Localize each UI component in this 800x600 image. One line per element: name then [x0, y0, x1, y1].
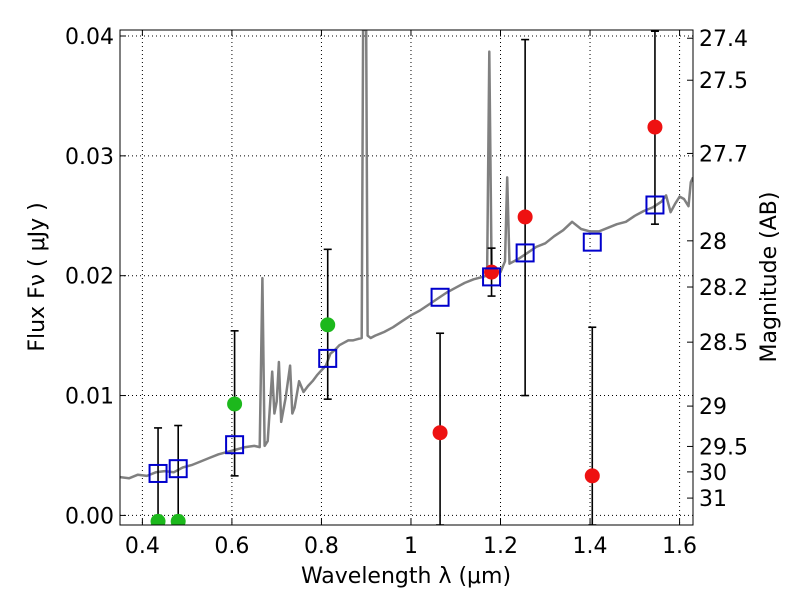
model-flux-square [645, 195, 665, 215]
x-tick-label: 1.4 [573, 534, 608, 559]
green-points [150, 317, 336, 525]
magnitude-axis-label: Magnitude (AB) [757, 192, 782, 363]
x-tick-label: 1.2 [483, 534, 518, 559]
green-data-point [150, 513, 166, 525]
red-data-point [432, 425, 448, 441]
y-tick-label: 0.02 [65, 265, 114, 290]
y-tick-label: 0.04 [65, 25, 114, 50]
model-points [148, 195, 665, 483]
x-axis-ticks: 0.4 0.6 0.8 1 1.2 1.4 1.6 [125, 30, 697, 559]
model-flux-square [430, 287, 450, 307]
green-data-point [170, 513, 186, 525]
y-tick-label: 0.01 [65, 385, 114, 410]
red-data-point [647, 119, 663, 135]
magnitude-tick-label: 27.5 [699, 69, 748, 94]
model-flux-square [582, 232, 602, 252]
x-tick-label: 0.4 [125, 534, 160, 559]
y-tick-label: 0.00 [65, 504, 114, 529]
magnitude-tick-label: 27.7 [699, 142, 748, 167]
model-flux-square [482, 267, 502, 287]
model-flux-square [515, 243, 535, 263]
y-tick-label: 0.03 [65, 145, 114, 170]
red-data-point [584, 468, 600, 484]
magnitude-tick-label: 30 [699, 461, 727, 486]
x-tick-label: 0.6 [214, 534, 249, 559]
red-points [432, 119, 663, 484]
magnitude-tick-label: 31 [699, 487, 727, 512]
x-axis-label: Wavelength λ (μm) [301, 564, 511, 589]
magnitude-tick-label: 28.2 [699, 276, 748, 301]
x-tick-label: 0.8 [304, 534, 339, 559]
magnitude-tick-label: 28.5 [699, 331, 748, 356]
magnitude-tick-label: 29.5 [699, 435, 748, 460]
x-tick-label: 1 [404, 534, 418, 559]
y-axis-label: Flux Fν ( μJy ) [25, 202, 50, 351]
model-flux-square [148, 463, 168, 483]
model-flux-square [225, 435, 245, 455]
x-tick-label: 1.6 [662, 534, 697, 559]
model-flux-square [318, 348, 338, 368]
magnitude-tick-label: 27.4 [699, 27, 748, 52]
sed-layer [120, 30, 693, 480]
magnitude-tick-label: 28 [699, 230, 727, 255]
green-data-point [320, 317, 336, 333]
grid-lines [120, 30, 693, 525]
sed-curve [120, 30, 693, 480]
y-axis-ticks: 0.00 0.01 0.02 0.03 0.04 [65, 25, 126, 529]
red-data-point [517, 209, 533, 225]
red-data-point [484, 264, 500, 280]
green-data-point [227, 396, 243, 412]
model-flux-square [168, 459, 188, 479]
plot-frame [119, 29, 694, 526]
magnitude-tick-label: 29 [699, 395, 727, 420]
